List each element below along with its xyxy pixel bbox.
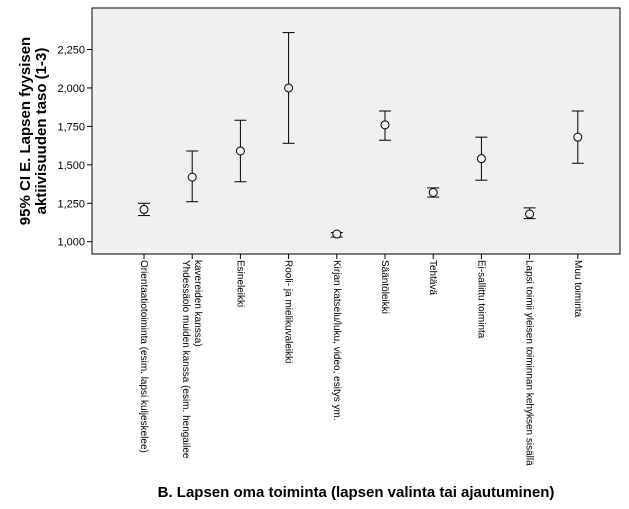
error-bar xyxy=(186,150,199,203)
mean-marker xyxy=(187,172,197,182)
y-tick-label: 2,000 xyxy=(57,83,85,95)
plot-area xyxy=(91,7,621,255)
mean-marker xyxy=(332,229,342,239)
y-tick-label: 2,250 xyxy=(57,45,85,57)
error-bar xyxy=(523,207,536,220)
x-tick-label: Tehtävä xyxy=(427,260,438,295)
x-tick-label: Kirjan katselu/luku, video, esitys ym. xyxy=(331,260,342,421)
y-tick-label: 1,500 xyxy=(57,160,85,172)
x-tick-label: Rooli- ja mielikuvaleikki xyxy=(283,260,294,363)
y-axis: 1,000 1,250 1,500 1,750 2,000 2,250 xyxy=(57,45,92,249)
x-tick-label: Sääntöleikki xyxy=(379,260,390,314)
mean-marker xyxy=(573,132,583,142)
y-axis-title-line-1: 95% CI E. Lapsen fyysisen xyxy=(17,37,34,225)
x-tick-label: Yhdessäolo muiden kanssa (esim. hengaile… xyxy=(180,260,191,459)
error-bar xyxy=(330,229,343,239)
y-tick-label: 1,250 xyxy=(57,198,85,210)
error-bars xyxy=(138,32,584,239)
mean-marker xyxy=(476,154,486,164)
mean-marker xyxy=(284,83,294,93)
error-bar xyxy=(379,110,391,141)
x-axis: Orientaatiotoiminta (esim. lapsi kuljesk… xyxy=(138,254,583,466)
error-bar xyxy=(138,202,150,217)
mean-marker xyxy=(428,188,438,197)
mean-marker xyxy=(139,204,149,214)
y-axis-title: 95% CI E. Lapsen fyysisen aktiivisuuden … xyxy=(17,37,50,225)
error-bar xyxy=(282,32,295,144)
y-axis-title-line-2: aktiivisuuden taso (1-3) xyxy=(33,48,50,215)
error-bar xyxy=(571,110,584,164)
x-tick-label: Lapsi toimii yleisen toiminnan kehyksen … xyxy=(524,260,535,466)
x-axis-title: B. Lapsen oma toiminta (lapsen valinta t… xyxy=(158,484,555,501)
mean-marker xyxy=(235,146,245,156)
x-tick-label: Ei-sallittu toiminta xyxy=(475,260,486,339)
error-bar xyxy=(475,136,488,181)
mean-marker xyxy=(380,120,390,130)
x-tick-label: kavereiden kanssa) xyxy=(192,260,203,347)
y-tick-label: 1,750 xyxy=(57,121,85,133)
error-bar xyxy=(427,187,440,198)
y-tick-label: 1,000 xyxy=(57,237,85,249)
error-bar xyxy=(234,119,247,183)
x-tick-label: Esineleikki xyxy=(234,260,245,307)
x-tick-label: Muu toiminta xyxy=(572,260,583,318)
x-tick-label: Orientaatiotoiminta (esim. lapsi kuljesk… xyxy=(138,260,149,453)
mean-marker xyxy=(525,209,535,219)
